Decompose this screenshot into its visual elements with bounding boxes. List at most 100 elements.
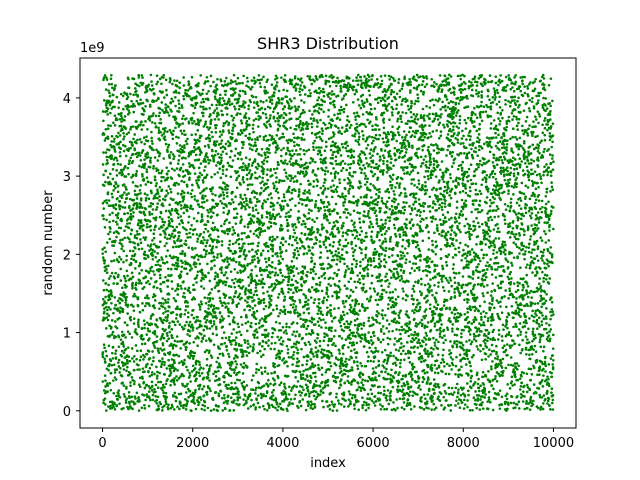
scatter-point bbox=[259, 99, 263, 103]
scatter-point bbox=[213, 238, 216, 242]
scatter-point bbox=[239, 193, 242, 197]
scatter-point bbox=[205, 249, 208, 253]
scatter-point bbox=[300, 99, 303, 102]
scatter-point bbox=[105, 201, 109, 205]
scatter-point bbox=[119, 267, 123, 271]
scatter-point bbox=[211, 221, 215, 225]
scatter-point bbox=[284, 113, 288, 117]
scatter-point bbox=[226, 187, 229, 191]
scatter-point bbox=[112, 244, 116, 248]
scatter-point bbox=[113, 251, 117, 255]
scatter-point bbox=[268, 106, 272, 110]
scatter-point bbox=[148, 374, 152, 378]
scatter-point bbox=[110, 82, 114, 86]
scatter-point bbox=[276, 376, 280, 380]
scatter-point bbox=[102, 207, 106, 210]
scatter-point bbox=[323, 149, 327, 153]
scatter-point bbox=[269, 347, 273, 351]
scatter-point bbox=[220, 243, 224, 247]
scatter-point bbox=[166, 191, 170, 195]
scatter-point bbox=[165, 166, 169, 169]
scatter-point bbox=[319, 256, 322, 259]
scatter-point bbox=[165, 332, 169, 335]
scatter-point bbox=[132, 400, 135, 404]
scatter-point bbox=[317, 289, 320, 293]
scatter-point bbox=[169, 197, 173, 200]
scatter-point bbox=[191, 328, 195, 332]
scatter-point bbox=[101, 252, 104, 256]
scatter-point bbox=[208, 244, 212, 248]
scatter-point bbox=[206, 262, 209, 266]
scatter-point bbox=[171, 82, 174, 86]
scatter-point bbox=[219, 366, 222, 369]
scatter-point bbox=[133, 241, 136, 245]
scatter-point bbox=[161, 204, 165, 208]
scatter-point bbox=[280, 148, 283, 152]
scatter-point bbox=[164, 398, 167, 401]
scatter-point bbox=[243, 341, 247, 344]
scatter-point bbox=[304, 378, 307, 381]
scatter-point bbox=[173, 361, 176, 365]
scatter-point bbox=[150, 265, 154, 269]
scatter-point bbox=[231, 159, 235, 162]
scatter-point bbox=[166, 285, 170, 288]
scatter-point bbox=[104, 265, 108, 268]
scatter-point bbox=[297, 359, 301, 363]
scatter-point bbox=[245, 119, 249, 123]
scatter-point bbox=[304, 392, 308, 396]
scatter-point bbox=[209, 319, 213, 323]
scatter-point bbox=[215, 316, 218, 320]
scatter-point bbox=[207, 143, 210, 147]
scatter-point bbox=[121, 205, 125, 209]
scatter-point bbox=[236, 234, 240, 237]
scatter-point bbox=[101, 201, 105, 205]
scatter-point bbox=[194, 265, 197, 269]
scatter-point bbox=[157, 245, 161, 249]
scatter-point bbox=[250, 219, 254, 222]
scatter-point bbox=[170, 217, 173, 221]
scatter-point bbox=[289, 157, 293, 160]
scatter-point bbox=[286, 397, 289, 401]
scatter-point bbox=[120, 111, 123, 115]
scatter-point bbox=[280, 250, 284, 254]
scatter-point bbox=[168, 330, 171, 334]
scatter-point bbox=[224, 336, 228, 340]
scatter-point bbox=[296, 241, 299, 245]
scatter-point bbox=[124, 303, 128, 307]
scatter-point bbox=[230, 132, 234, 136]
scatter-point bbox=[240, 121, 244, 125]
scatter-point bbox=[146, 99, 149, 103]
scatter-point bbox=[239, 151, 242, 154]
scatter-point bbox=[267, 226, 271, 230]
scatter-point bbox=[287, 272, 290, 275]
scatter-point bbox=[190, 409, 193, 413]
scatter-point bbox=[234, 290, 238, 293]
scatter-point bbox=[291, 243, 294, 247]
scatter-point bbox=[252, 232, 256, 236]
scatter-point bbox=[217, 118, 220, 121]
scatter-point bbox=[323, 169, 327, 173]
scatter-point bbox=[150, 322, 154, 326]
scatter-point bbox=[158, 186, 162, 189]
scatter-point bbox=[207, 161, 211, 165]
scatter-point bbox=[201, 114, 205, 118]
scatter-point bbox=[200, 101, 203, 104]
scatter-point bbox=[162, 73, 165, 77]
scatter-point bbox=[111, 177, 115, 181]
scatter-point bbox=[222, 317, 225, 320]
scatter-point bbox=[133, 148, 137, 152]
scatter-point bbox=[280, 280, 284, 284]
scatter-point bbox=[323, 100, 326, 104]
scatter-point bbox=[218, 135, 222, 138]
scatter-point bbox=[102, 76, 106, 80]
scatter-point bbox=[221, 325, 225, 329]
scatter-point bbox=[309, 94, 312, 98]
scatter-point bbox=[279, 261, 282, 265]
scatter-point bbox=[219, 142, 223, 145]
scatter-point bbox=[126, 303, 130, 307]
scatter-point bbox=[117, 358, 121, 362]
scatter-point bbox=[270, 174, 274, 177]
scatter-point bbox=[233, 371, 236, 374]
scatter-point bbox=[286, 101, 290, 105]
scatter-point bbox=[273, 365, 277, 369]
